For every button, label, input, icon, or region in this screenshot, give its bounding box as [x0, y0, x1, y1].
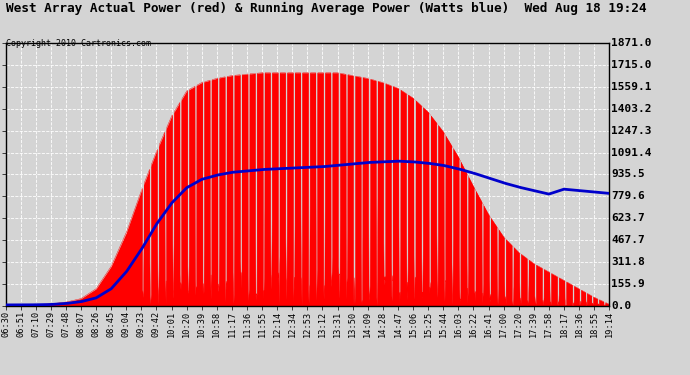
Text: 935.5: 935.5	[611, 170, 645, 179]
Text: 0.0: 0.0	[611, 301, 631, 310]
Text: 1091.4: 1091.4	[611, 147, 652, 158]
Text: 311.8: 311.8	[611, 257, 645, 267]
Text: Copyright 2010 Cartronics.com: Copyright 2010 Cartronics.com	[6, 39, 150, 48]
Text: 623.7: 623.7	[611, 213, 645, 223]
Text: 779.6: 779.6	[611, 191, 645, 201]
Text: 1559.1: 1559.1	[611, 82, 652, 92]
Text: 1403.2: 1403.2	[611, 104, 652, 114]
Text: West Array Actual Power (red) & Running Average Power (Watts blue)  Wed Aug 18 1: West Array Actual Power (red) & Running …	[6, 2, 646, 15]
Text: 1247.3: 1247.3	[611, 126, 652, 136]
Text: 1715.0: 1715.0	[611, 60, 652, 70]
Text: 1871.0: 1871.0	[611, 38, 652, 48]
Text: 467.7: 467.7	[611, 235, 645, 245]
Text: 155.9: 155.9	[611, 279, 645, 289]
